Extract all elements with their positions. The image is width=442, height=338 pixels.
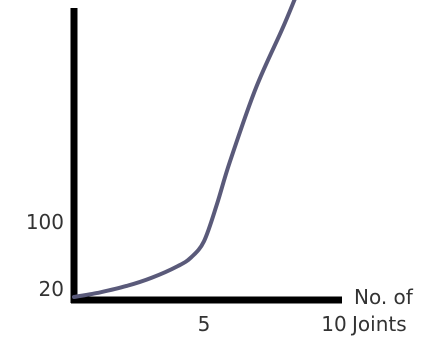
x-tick-labels: 5 10 (198, 312, 347, 336)
x-axis-label-line-2: Joints (350, 312, 407, 336)
y-tick-labels: 20 100 (26, 210, 64, 301)
x-tick-label: 5 (198, 312, 211, 336)
y-tick-label: 20 (39, 277, 64, 301)
axes (70, 8, 342, 304)
y-tick-label: 100 (26, 210, 64, 234)
x-tick-label: 10 (321, 312, 346, 336)
x-axis-label-line-1: No. of (354, 285, 414, 309)
series-line (72, 0, 297, 299)
